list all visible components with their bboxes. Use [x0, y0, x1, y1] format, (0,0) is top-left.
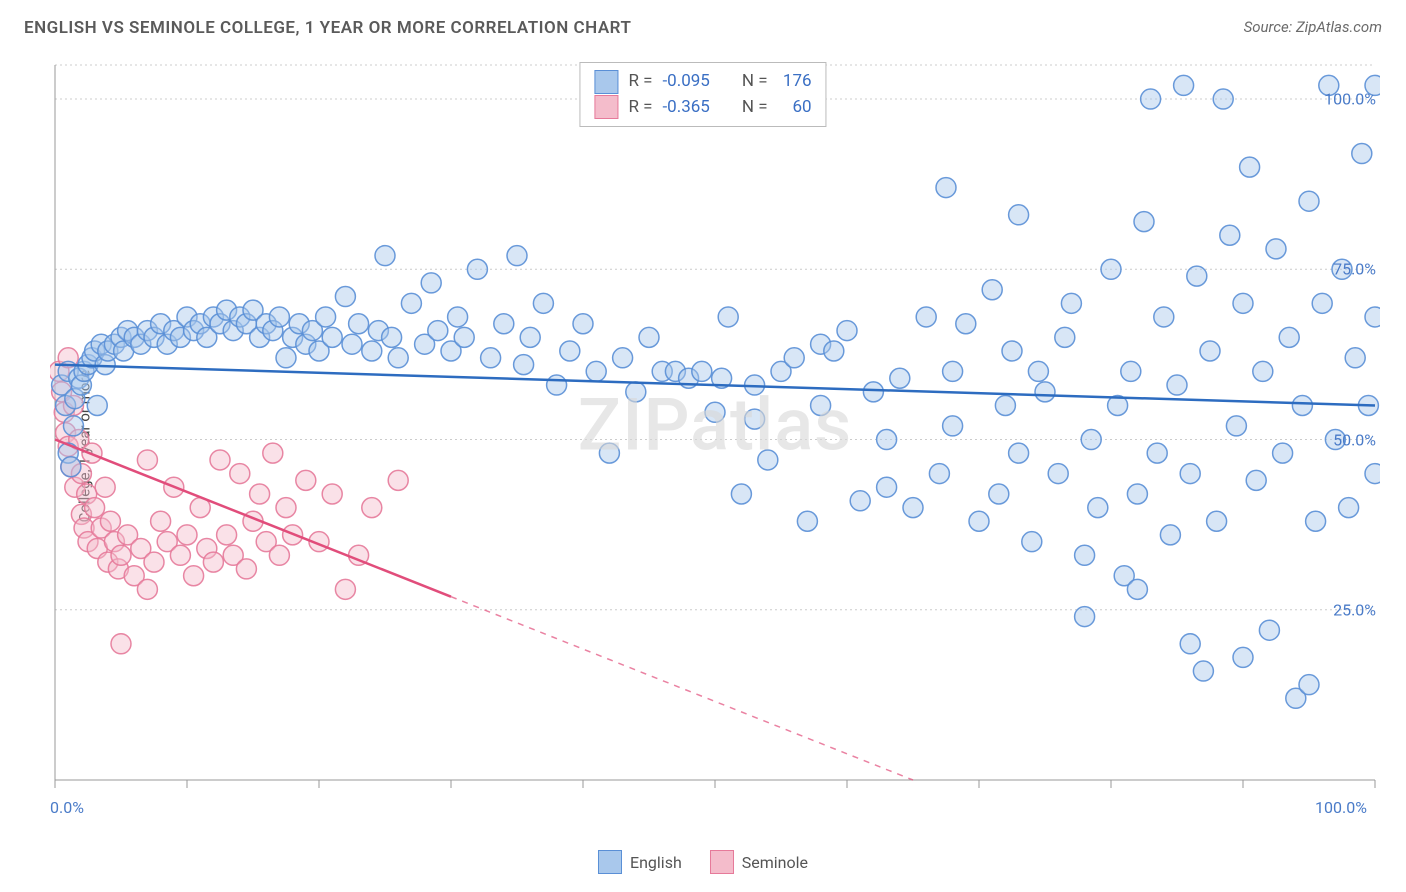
legend-swatch — [594, 95, 618, 119]
legend-swatch — [594, 70, 618, 94]
y-tick-label: 25.0% — [1333, 600, 1376, 619]
legend-r-label: R = — [628, 69, 652, 95]
x-tick-label: 0.0% — [50, 798, 84, 817]
legend-series-item: English — [598, 850, 682, 874]
legend-series-item: Seminole — [710, 850, 808, 874]
chart-title: ENGLISH VS SEMINOLE COLLEGE, 1 YEAR OR M… — [24, 18, 631, 38]
legend-series-label: English — [630, 853, 682, 872]
legend-n-value: 176 — [778, 69, 812, 95]
chart-area: ZIPatlas — [50, 60, 1380, 820]
legend-n-label: N = — [742, 69, 768, 95]
legend-n-value: 60 — [778, 95, 812, 121]
legend-swatch — [710, 850, 734, 874]
legend-swatch — [598, 850, 622, 874]
y-tick-label: 100.0% — [1324, 90, 1376, 109]
chart-svg — [50, 60, 1380, 820]
legend-r-value: -0.365 — [662, 95, 709, 121]
legend-r-value: -0.095 — [662, 69, 709, 95]
y-tick-label: 50.0% — [1333, 430, 1376, 449]
y-tick-label: 75.0% — [1333, 260, 1376, 279]
source-credit: Source: ZipAtlas.com — [1244, 18, 1382, 36]
legend-r-label: R = — [628, 95, 652, 121]
legend-stats-row: R = -0.365 N = 60 — [594, 95, 811, 121]
legend-stats-row: R = -0.095 N = 176 — [594, 69, 811, 95]
legend-stats: R = -0.095 N = 176 R = -0.365 N = 60 — [579, 62, 826, 127]
legend-n-label: N = — [742, 95, 768, 121]
x-tick-label: 100.0% — [1315, 798, 1367, 817]
legend-series: English Seminole — [598, 850, 808, 874]
legend-series-label: Seminole — [742, 853, 808, 872]
chart-container: ENGLISH VS SEMINOLE COLLEGE, 1 YEAR OR M… — [0, 0, 1406, 892]
